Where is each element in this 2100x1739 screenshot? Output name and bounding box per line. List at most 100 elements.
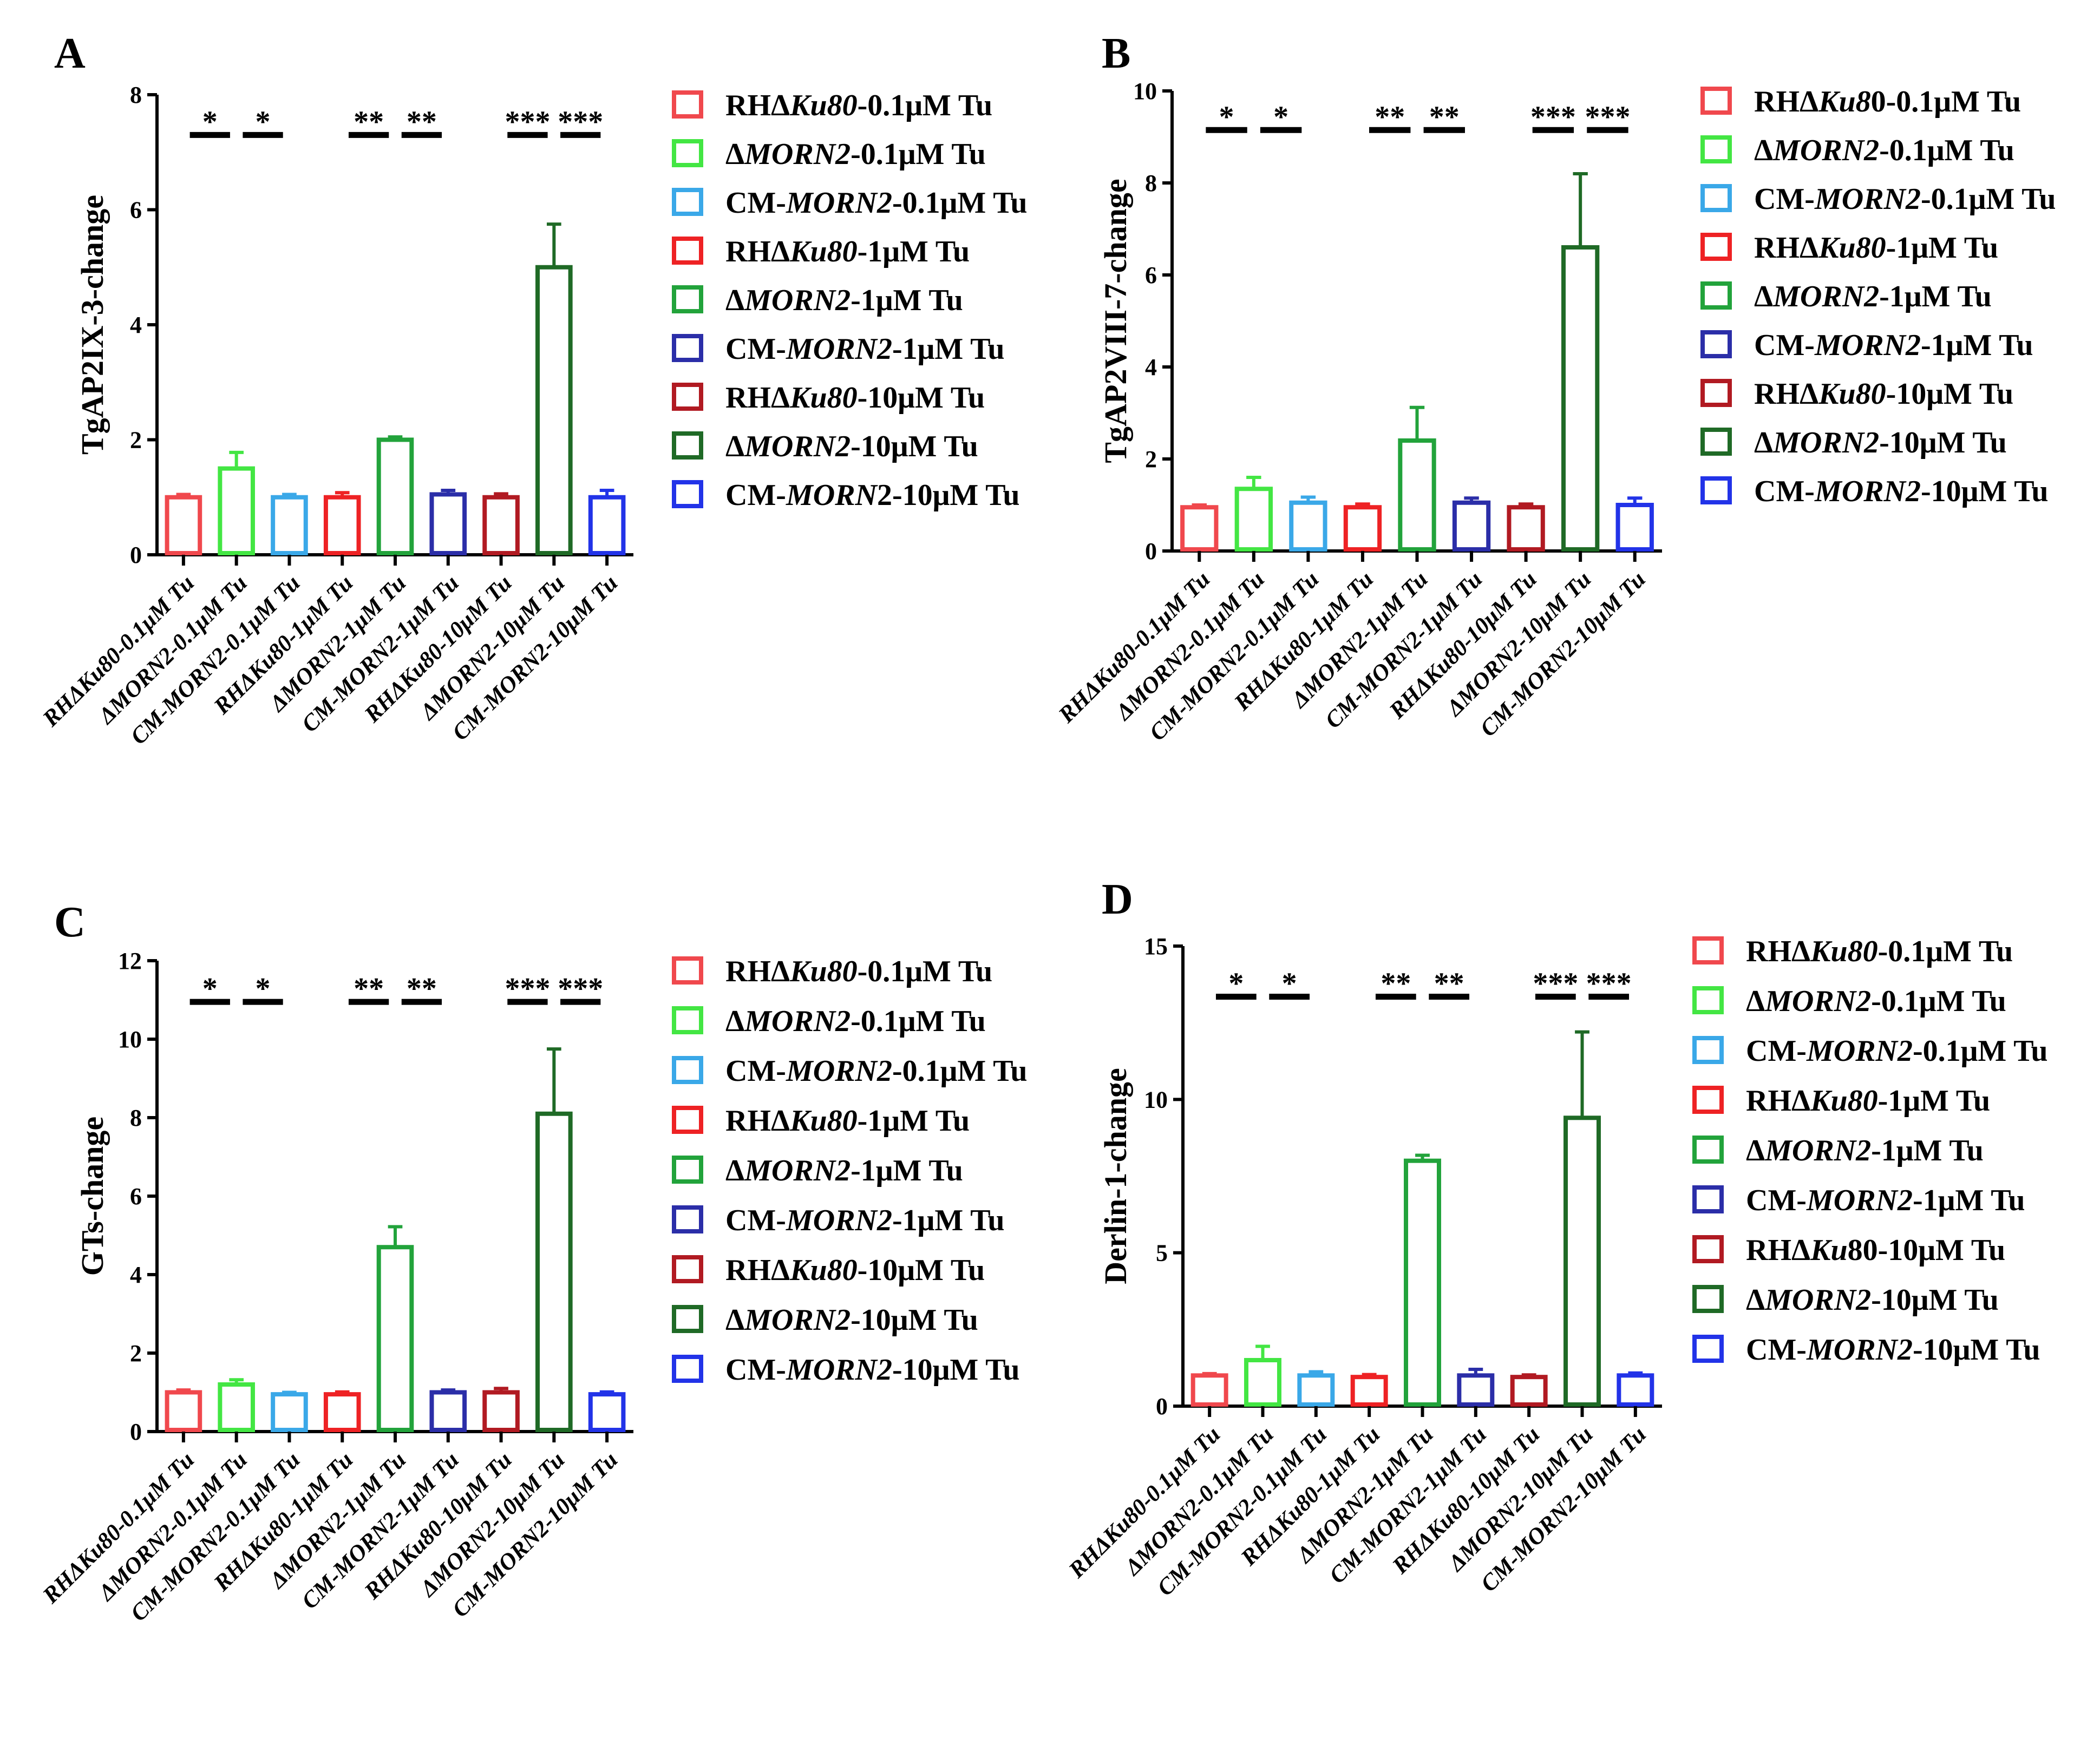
legend-entry: ΔMORN2-1μM Tu [1746,1134,1984,1167]
legend-entry: ΔMORN2-0.1μM Tu [1754,134,2014,167]
significance-label: *** [1586,967,1632,1001]
bar [1457,1373,1495,1407]
legend-entry: RHΔKu80-10μM Tu [725,381,985,415]
legend-swatch [1700,428,1732,456]
legend-entry: ΔMORN2-10μM Tu [1746,1283,1999,1317]
panel-letter: A [54,30,86,77]
bar [165,495,202,555]
bar [482,495,520,555]
bar [482,1390,520,1432]
y-tick-label: 0 [1156,1393,1168,1420]
bar [1289,500,1327,552]
legend-entry: CM-MORN2-1μM Tu [725,1204,1005,1237]
y-tick-label: 6 [130,197,142,224]
legend-entry: RHΔKu80-0.1μM Tu [1754,85,2021,119]
legend-swatch [1700,330,1732,358]
legend-swatch [1692,936,1724,964]
legend-entry: RHΔKu80-1μM Tu [725,235,970,268]
legend-entry: CM-MORN2-10μM Tu [1754,475,2049,508]
bar [1398,438,1436,552]
y-tick-label: 6 [1145,262,1157,288]
y-axis-label: TgAP2IX-3-change [75,195,110,455]
bar [271,495,308,555]
bar [1507,505,1545,552]
legend-entry: RHΔKu80-10μM Tu [1746,1233,2005,1267]
y-tick-label: 8 [1145,170,1157,196]
bar [429,1390,467,1432]
bar [1244,1358,1281,1407]
y-tick-label: 8 [130,82,142,108]
legend-entry: RHΔKu80-10μM Tu [1754,377,2013,411]
bar [1452,500,1491,552]
panel-C: C GTs-change 0 2 4 6 8 10 12 RHΔKu80-0.1μM Tu ΔMOR… [37,898,1027,1626]
significance-label: * [1219,100,1234,134]
bar [218,1382,255,1432]
legend-entry: ΔMORN2-0.1μM Tu [1746,985,2006,1018]
legend-entry: RHΔKu80-10μM Tu [725,1254,985,1287]
legend-entry: CM-MORN2-1μM Tu [1754,329,2033,362]
y-tick-label: 10 [1144,1086,1168,1113]
significance-label: * [1228,967,1244,1001]
legend-swatch [1700,135,1732,163]
significance-label: *** [1533,967,1578,1001]
legend-entry: CM-MORN2-10μM Tu [725,1353,1020,1387]
legend-entry: CM-MORN2-10μM Tu [725,478,1020,512]
legend-swatch [672,383,703,411]
bar [1563,1115,1601,1407]
bar [165,1390,202,1432]
bar [323,1392,361,1432]
bar [1404,1158,1441,1407]
significance-label: ** [1375,100,1405,134]
legend-entry: CM-MORN2-0.1μM Tu [1754,182,2056,216]
legend-swatch [672,1106,703,1134]
panel-A: A TgAP2IX-3-change 0 2 4 6 8 RHΔKu80-0.1μM Tu ΔM… [37,30,1027,750]
significance-label: *** [505,105,550,139]
legend-entry: CM-MORN2-0.1μM Tu [1746,1034,2048,1068]
y-tick-label: 2 [1145,446,1157,473]
significance-label: ** [407,105,437,139]
legend-entry: ΔMORN2-10μM Tu [725,430,978,463]
legend-swatch [672,480,703,508]
y-tick-label: 2 [130,427,142,454]
bar [1180,505,1219,552]
legend-entry: RHΔKu80-0.1μM Tu [725,89,992,122]
legend-swatch [672,431,703,460]
panel-letter: B [1102,30,1130,77]
y-tick-label: 12 [118,948,142,974]
legend-swatch [672,90,703,119]
significance-label: *** [558,105,603,139]
significance-label: ** [354,105,384,139]
legend-entry: ΔMORN2-10μM Tu [725,1303,978,1337]
legend-entry: CM-MORN2-10μM Tu [1746,1333,2040,1367]
y-tick-label: 0 [130,1419,142,1445]
bar [271,1392,308,1432]
significance-label: *** [505,972,550,1006]
legend-swatch [672,956,703,985]
legend-swatch [1692,1036,1724,1064]
legend-swatch [1692,1136,1724,1164]
legend-swatch [672,1156,703,1184]
legend-swatch [672,237,703,265]
significance-label: ** [1381,967,1411,1001]
legend-entry: ΔMORN2-1μM Tu [1754,280,1992,313]
y-axis-label: TgAP2VIII-7-change [1098,179,1133,463]
legend-entry: CM-MORN2-1μM Tu [1746,1184,2025,1217]
bar [535,1111,573,1432]
legend-entry: RHΔKu80-0.1μM Tu [725,955,992,988]
legend-swatch [1700,87,1732,115]
y-tick-label: 8 [130,1105,142,1131]
legend-swatch [672,1305,703,1333]
bar [535,265,573,555]
y-tick-label: 4 [130,312,142,338]
significance-label: * [202,972,218,1006]
bar [588,495,626,555]
y-axis-label: GTs-change [75,1117,110,1276]
legend-swatch [672,1006,703,1034]
legend-entry: CM-MORN2-0.1μM Tu [725,1054,1028,1088]
legend-swatch [672,285,703,313]
bar [1617,1373,1654,1407]
y-tick-label: 0 [1145,538,1157,565]
legend-entry: RHΔKu80-1μM Tu [1754,231,1998,265]
y-axis-label: Derlin-1-change [1098,1068,1133,1284]
